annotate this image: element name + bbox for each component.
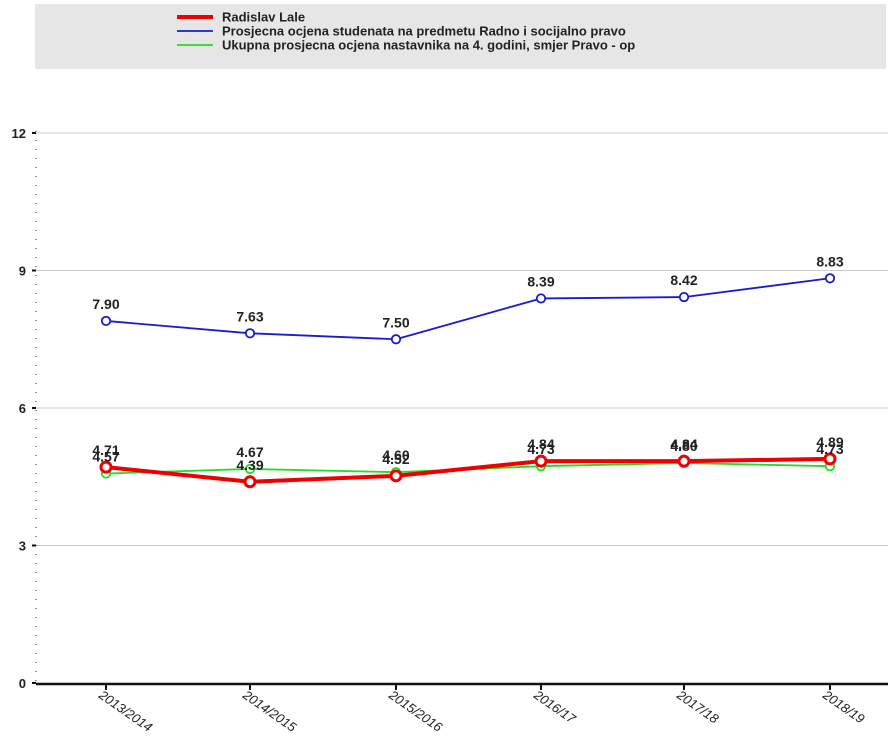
- series-2-label-6: 8.83: [816, 253, 843, 269]
- series-1-point-3: [389, 469, 403, 483]
- series-2-point-4: [535, 293, 547, 304]
- y-tick-label-3: 3: [19, 539, 26, 554]
- axes: 0 3 6 9 12 2013/2014 2014/2015 2015/2016 2016/17…: [12, 126, 888, 735]
- series-1-label-2: 4.39: [236, 457, 263, 473]
- legend-label-3: Ukupna prosjecna ocjena nastavnika na 4.…: [222, 38, 635, 53]
- series-2-point-2: [244, 328, 256, 339]
- series-3-label-2: 4.67: [236, 444, 263, 460]
- series-3-label-1: 4.57: [92, 449, 119, 465]
- series-line-1: [105, 456, 831, 484]
- series-2-point-6: [824, 273, 836, 284]
- series-layer: [99, 273, 837, 489]
- series-1-point-1: [99, 460, 113, 474]
- legend-background: [35, 4, 886, 69]
- y-tick-label-6: 6: [19, 401, 26, 416]
- series-3-label-6: 4.73: [816, 441, 843, 457]
- series-3-label-4: 4.73: [527, 441, 554, 457]
- x-tick-label-3: 2015/2016: [385, 687, 445, 736]
- series-2-label-3: 7.50: [382, 314, 409, 330]
- x-tick-label-4: 2016/17: [530, 687, 579, 727]
- series-1-label-3: 4.52: [382, 451, 409, 467]
- x-tick-label-6: 2018/19: [819, 687, 867, 727]
- series-1-label-1: 4.71: [92, 442, 119, 458]
- x-tick-label-2: 2014/2015: [239, 687, 299, 736]
- series-2-label-5: 8.42: [670, 272, 697, 288]
- series-1-point-4: [534, 454, 548, 468]
- y-tick-label-9: 9: [19, 264, 26, 279]
- x-tick-label-1: 2013/2014: [95, 687, 155, 735]
- x-tick-label-5: 2017/18: [673, 687, 722, 727]
- series-1-label-5: 4.84: [670, 436, 697, 452]
- series-2-label-2: 7.63: [236, 308, 263, 324]
- y-tick-label-0: 0: [19, 676, 26, 691]
- series-3-label-3: 4.60: [382, 447, 409, 463]
- series-2-point-1: [100, 315, 112, 327]
- series-1-label-6: 4.89: [816, 434, 843, 450]
- legend-label-2: Prosjecna ocjena studenata na predmetu R…: [222, 24, 626, 39]
- series-1-label-4: 4.84: [527, 436, 554, 452]
- series-3-point-2: [244, 463, 256, 475]
- legend-label-1: Radislav Lale: [222, 10, 305, 25]
- series-2-point-3: [390, 334, 402, 345]
- series-line-2: [105, 277, 831, 341]
- series-1-point-6: [823, 452, 837, 466]
- series-3-label-5: 4.80: [670, 438, 697, 454]
- y-tick-label-12: 12: [12, 126, 26, 141]
- series-1-point-5: [677, 454, 691, 468]
- grid: [36, 132, 888, 546]
- data-labels-layer: 4.71 4.39 4.52 4.84 4.84 4.89 7.90 7.63 7.50 8.39…: [92, 253, 843, 473]
- series-2-label-4: 8.39: [527, 273, 554, 289]
- series-2-point-5: [678, 291, 690, 303]
- series-2-label-1: 7.90: [92, 296, 119, 312]
- series-1-point-2: [243, 475, 257, 489]
